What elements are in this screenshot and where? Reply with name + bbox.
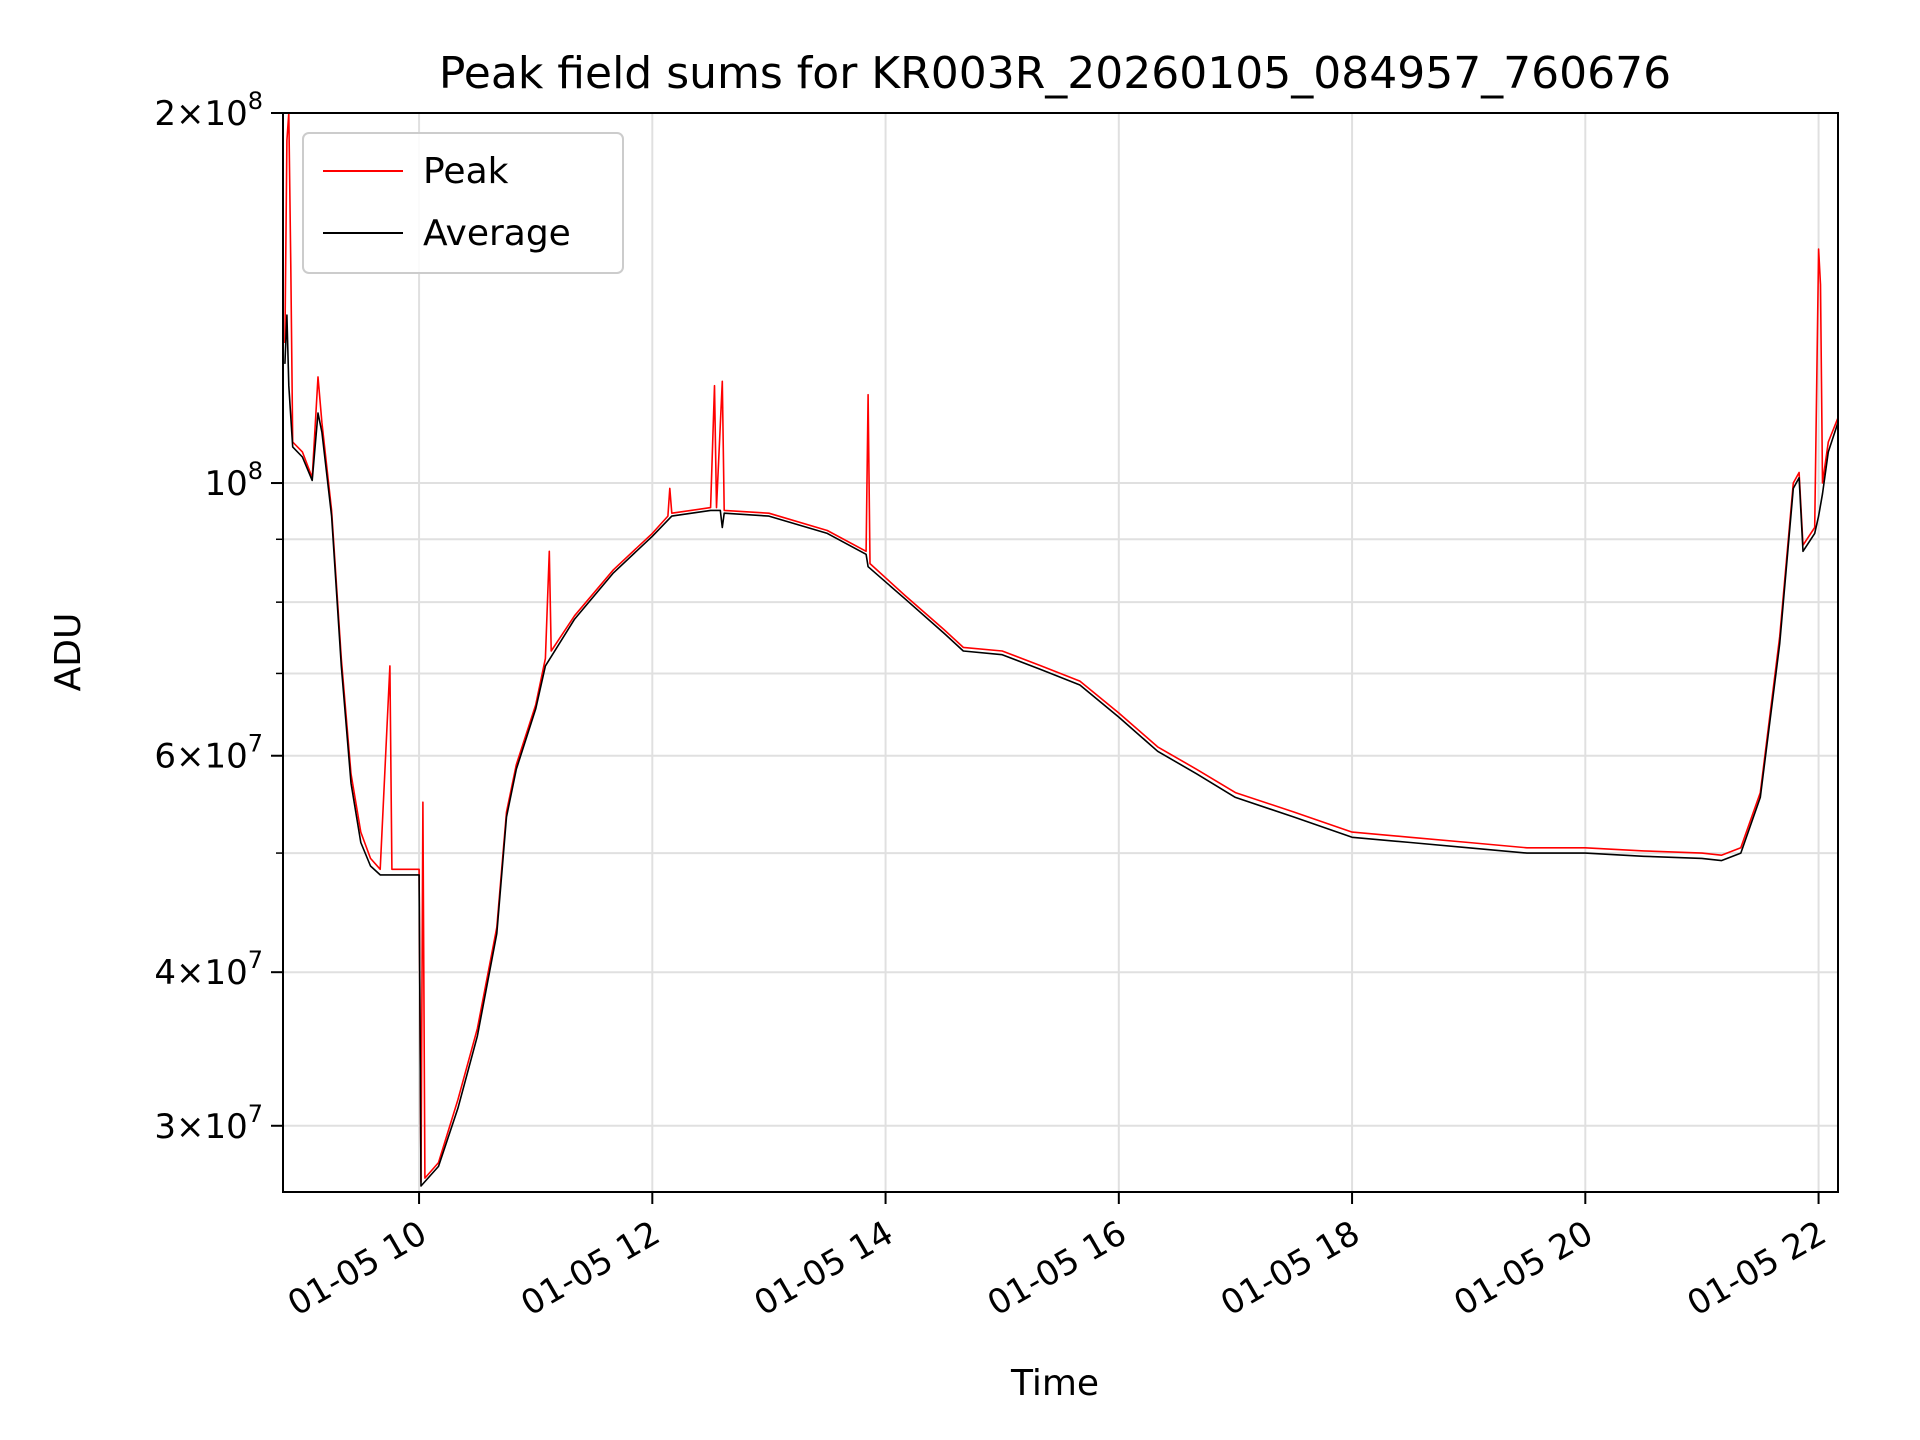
series-line-peak xyxy=(284,113,1838,1183)
plot-frame xyxy=(282,112,1839,1193)
y-tick-base: 4×10 xyxy=(154,953,247,993)
y-tick-base: 6×10 xyxy=(154,737,247,777)
y-tick-label: 6×107 xyxy=(154,730,263,777)
y-tick-label: 108 xyxy=(204,457,263,504)
legend-box xyxy=(302,132,624,274)
y-tick-base: 2×10 xyxy=(154,94,247,134)
series-layer xyxy=(284,113,1838,1187)
y-tick-label: 4×107 xyxy=(154,946,263,993)
y-axis-label: ADU xyxy=(48,613,89,692)
series-group xyxy=(284,113,1838,1187)
y-tick-label: 2×108 xyxy=(154,87,263,134)
legend: Peak Average xyxy=(302,132,624,274)
y-tick-label: 3×107 xyxy=(154,1100,263,1147)
y-tick-exponent: 7 xyxy=(248,1100,263,1128)
chart-title: Peak field sums for KR003R_20260105_0849… xyxy=(439,48,1671,99)
y-tick-base: 10 xyxy=(204,464,247,504)
y-tick-exponent: 8 xyxy=(248,457,263,485)
legend-label-peak: Peak xyxy=(423,151,509,192)
legend-label-average: Average xyxy=(423,213,571,254)
y-tick-exponent: 7 xyxy=(248,730,263,758)
series-line-average xyxy=(284,314,1838,1187)
y-tick-base: 3×10 xyxy=(154,1107,247,1147)
y-tick-exponent: 7 xyxy=(248,946,263,974)
x-axis-label: Time xyxy=(1010,1363,1099,1404)
y-tick-exponent: 8 xyxy=(248,87,263,115)
